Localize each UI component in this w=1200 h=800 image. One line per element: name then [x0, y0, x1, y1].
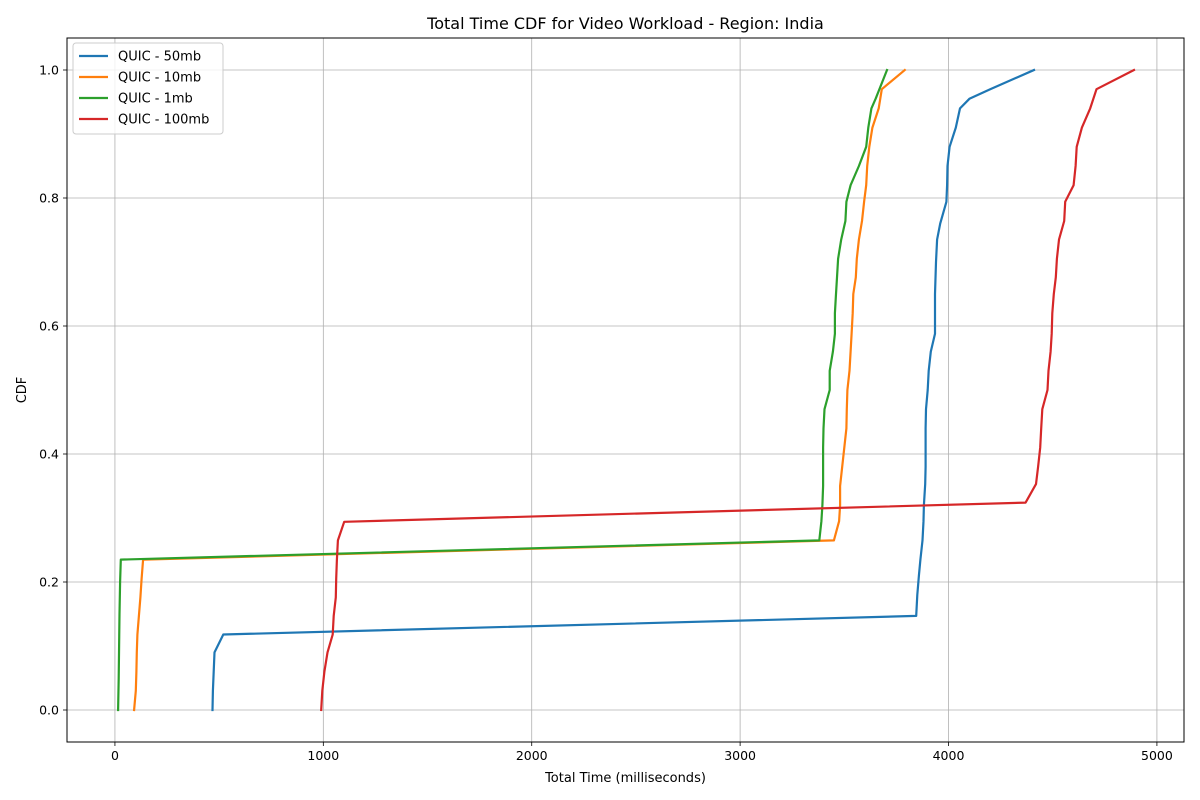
- x-tick-label: 3000: [724, 748, 756, 763]
- y-axis-ticks: 0.0 0.2 0.4 0.6 0.8 1.0: [39, 63, 67, 718]
- y-tick-label: 0.8: [39, 191, 59, 206]
- x-axis-title: Total Time (milliseconds): [544, 771, 706, 786]
- x-axis-ticks: 0 1000 2000 3000 4000 5000: [111, 742, 1173, 763]
- y-axis-title: CDF: [15, 377, 30, 404]
- legend-label: QUIC - 50mb: [118, 50, 201, 65]
- x-tick-label: 0: [111, 748, 119, 763]
- legend-label: QUIC - 100mb: [118, 113, 209, 128]
- legend: QUIC - 50mb QUIC - 10mb QUIC - 1mb QUIC - 1…: [72, 42, 224, 135]
- x-tick-label: 1000: [307, 748, 339, 763]
- y-tick-label: 1.0: [39, 63, 59, 78]
- y-tick-label: 0.2: [39, 575, 59, 590]
- legend-label: QUIC - 1mb: [118, 92, 193, 107]
- series-line-quic-1mb: [116, 68, 889, 712]
- series-line-quic-100mb: [320, 68, 1136, 712]
- grid: [67, 38, 1184, 742]
- y-tick-label: 0.0: [39, 703, 59, 718]
- series-line-quic-10mb: [132, 68, 907, 712]
- x-tick-label: 4000: [933, 748, 965, 763]
- x-tick-label: 2000: [516, 748, 548, 763]
- series-lines: [116, 68, 1136, 712]
- plot-area-frame: [66, 37, 1185, 743]
- legend-box: [72, 42, 224, 135]
- series-line-quic-50mb: [211, 68, 1036, 712]
- y-tick-label: 0.4: [39, 447, 59, 462]
- chart-title: Total Time CDF for Video Workload - Regi…: [426, 14, 824, 33]
- legend-label: QUIC - 10mb: [118, 71, 201, 86]
- y-tick-label: 0.6: [39, 319, 59, 334]
- x-tick-label: 5000: [1141, 748, 1173, 763]
